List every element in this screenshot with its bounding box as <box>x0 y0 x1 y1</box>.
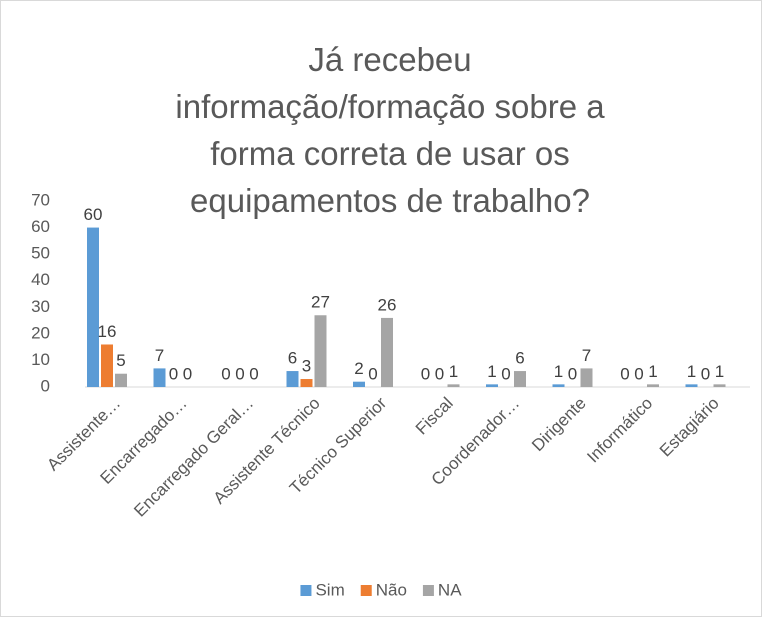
data-label: 0 <box>235 364 244 383</box>
bar <box>486 384 498 387</box>
data-label: 0 <box>634 364 643 383</box>
legend-label: Sim <box>315 580 344 599</box>
data-label: 0 <box>568 364 577 383</box>
y-tick-label: 50 <box>31 244 50 263</box>
bar <box>286 371 299 387</box>
x-tick-label: Informático <box>583 394 656 467</box>
bar <box>314 315 327 387</box>
data-label: 0 <box>221 364 230 383</box>
data-label: 7 <box>155 346 164 365</box>
legend-label: Não <box>376 580 407 599</box>
y-tick-label: 70 <box>31 190 50 209</box>
y-tick-label: 10 <box>31 350 50 369</box>
data-label: 1 <box>449 362 458 381</box>
bar <box>685 384 698 387</box>
data-label: 6 <box>515 349 524 368</box>
chart-title: Já recebeu informação/formação sobre a f… <box>175 41 605 219</box>
data-label: 27 <box>311 293 330 312</box>
data-label: 5 <box>116 351 125 370</box>
bar <box>447 384 460 387</box>
y-tick-label: 20 <box>31 323 50 342</box>
y-tick-label: 40 <box>31 270 50 289</box>
data-label: 0 <box>368 364 377 383</box>
data-label: 7 <box>582 346 591 365</box>
data-label: 0 <box>183 364 192 383</box>
y-tick-label: 0 <box>41 376 50 395</box>
bar <box>580 368 593 387</box>
bar <box>153 368 166 387</box>
data-label: 1 <box>648 362 657 381</box>
legend-swatch <box>300 585 312 596</box>
data-label: 0 <box>435 364 444 383</box>
data-label: 16 <box>98 322 117 341</box>
data-label: 1 <box>487 362 496 381</box>
data-label: 0 <box>421 364 430 383</box>
data-label: 1 <box>687 362 696 381</box>
y-tick-label: 60 <box>31 217 50 236</box>
x-tick-label: Fiscal <box>412 394 457 439</box>
x-tick-label: Dirigente <box>528 394 590 456</box>
data-label: 60 <box>84 205 103 224</box>
data-label: 0 <box>249 364 258 383</box>
bar <box>647 384 659 387</box>
data-label: 0 <box>501 364 510 383</box>
data-label: 1 <box>554 362 563 381</box>
bar <box>514 371 526 387</box>
data-label: 0 <box>620 364 629 383</box>
bar <box>101 344 113 387</box>
legend-swatch <box>360 585 372 596</box>
data-label: 6 <box>288 349 297 368</box>
x-tick-label: Encarregado Geral… <box>130 394 257 521</box>
bar <box>87 227 99 387</box>
data-label: 0 <box>701 364 710 383</box>
bar <box>552 384 565 387</box>
bar <box>713 384 726 387</box>
bar <box>381 317 393 387</box>
legend-swatch <box>422 585 434 596</box>
chart-border <box>0 0 762 617</box>
data-label: 2 <box>354 359 363 378</box>
legend-label: NA <box>438 580 462 599</box>
data-label: 26 <box>378 295 397 314</box>
data-label: 3 <box>302 357 311 376</box>
bar <box>300 379 313 387</box>
data-label: 1 <box>715 362 724 381</box>
bar <box>115 373 127 387</box>
x-tick-label: Estagiário <box>656 394 723 461</box>
data-label: 0 <box>169 364 178 383</box>
bar <box>353 381 365 387</box>
y-tick-label: 30 <box>31 297 50 316</box>
